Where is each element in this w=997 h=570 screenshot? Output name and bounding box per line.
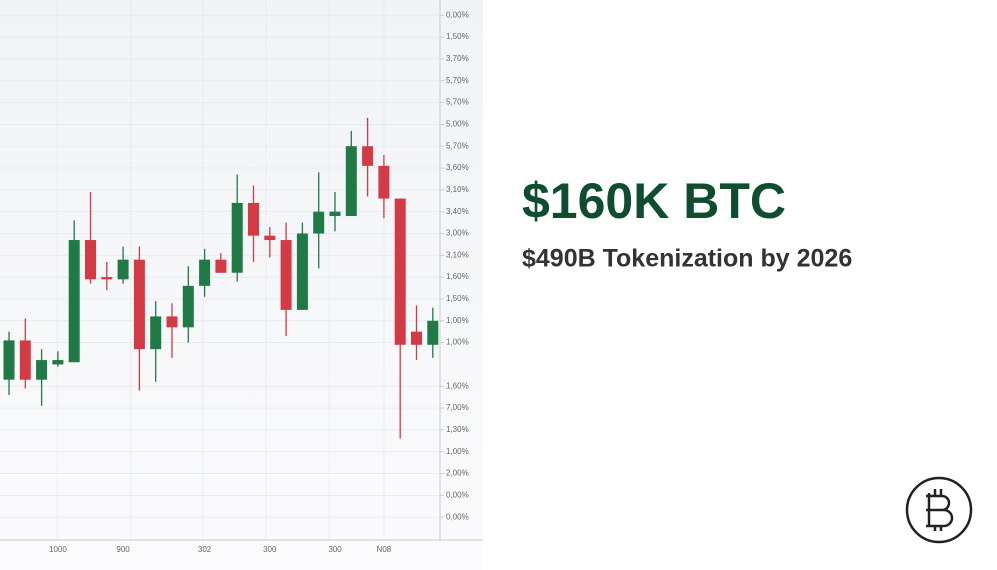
candle-body bbox=[427, 320, 439, 345]
x-tick-label: 302 bbox=[198, 545, 212, 554]
y-tick-label: 3,40% bbox=[446, 207, 469, 216]
candles: 0,00% 0,00% 2,00% 1,00% 1,30% 7,00% 1,60% 1,00%… bbox=[0, 10, 469, 554]
y-tick-label: 3,00% bbox=[446, 229, 469, 238]
candle-body bbox=[101, 277, 113, 280]
y-tick-label: 7,00% bbox=[446, 403, 469, 412]
bitcoin-icon bbox=[905, 476, 973, 544]
candle-body bbox=[117, 259, 129, 280]
candle-body bbox=[264, 235, 276, 241]
y-tick-label: 1,30% bbox=[446, 425, 469, 434]
x-tick-label: 300 bbox=[328, 545, 342, 554]
candle-body bbox=[19, 340, 31, 380]
candle-body bbox=[3, 340, 15, 380]
candle-body bbox=[215, 259, 227, 273]
y-tick-label: 3,10% bbox=[446, 250, 469, 259]
candle-body bbox=[52, 360, 64, 365]
y-tick-label: 5,70% bbox=[446, 141, 469, 150]
candle-body bbox=[68, 240, 80, 363]
x-tick-label: 300 bbox=[263, 545, 277, 554]
candle-body bbox=[231, 202, 243, 273]
y-tick-label: 1,00% bbox=[446, 447, 469, 456]
y-tick-label: 0,00% bbox=[446, 10, 469, 19]
y-tick-label: 5,70% bbox=[446, 98, 469, 107]
y-tick-label: 1,60% bbox=[446, 381, 469, 390]
x-tick-label: 1000 bbox=[49, 545, 67, 554]
y-tick-label: 0,00% bbox=[446, 490, 469, 499]
candle-body bbox=[36, 360, 48, 380]
candle-body bbox=[248, 202, 259, 236]
candle-body bbox=[199, 259, 211, 286]
headline: $160K BTC bbox=[522, 173, 786, 229]
subheadline: $490B Tokenization by 2026 bbox=[522, 245, 852, 273]
candle-body bbox=[329, 211, 341, 217]
y-tick-label: 3,60% bbox=[446, 163, 469, 172]
y-tick-label: 1,50% bbox=[446, 294, 469, 303]
y-tick-label: 1,60% bbox=[446, 272, 469, 281]
x-tick-label: 900 bbox=[116, 545, 130, 554]
candle-body bbox=[150, 316, 162, 350]
y-tick-label: 3,10% bbox=[446, 185, 469, 194]
candle-body bbox=[166, 316, 178, 328]
y-tick-label: 0,00% bbox=[446, 512, 469, 521]
x-tick-label: N08 bbox=[377, 545, 392, 554]
y-tick-label: 1,50% bbox=[446, 32, 469, 41]
candle-body bbox=[345, 146, 357, 217]
y-tick-label: 5,00% bbox=[446, 119, 469, 128]
candle-body bbox=[378, 165, 390, 199]
y-tick-label: 2,00% bbox=[446, 469, 469, 478]
y-tick-label: 1,00% bbox=[446, 338, 469, 347]
candle-body bbox=[280, 240, 292, 310]
candle-body bbox=[85, 240, 96, 280]
y-tick-label: 1,00% bbox=[446, 316, 469, 325]
candle-body bbox=[133, 259, 145, 350]
candle-body bbox=[411, 331, 422, 345]
candle-body bbox=[394, 198, 406, 345]
y-tick-label: 3,70% bbox=[446, 54, 469, 63]
candle-body bbox=[313, 211, 325, 234]
candle-body bbox=[182, 285, 194, 328]
y-tick-label: 5,70% bbox=[446, 76, 469, 85]
candle-body bbox=[296, 233, 308, 310]
candle-body bbox=[362, 146, 374, 166]
